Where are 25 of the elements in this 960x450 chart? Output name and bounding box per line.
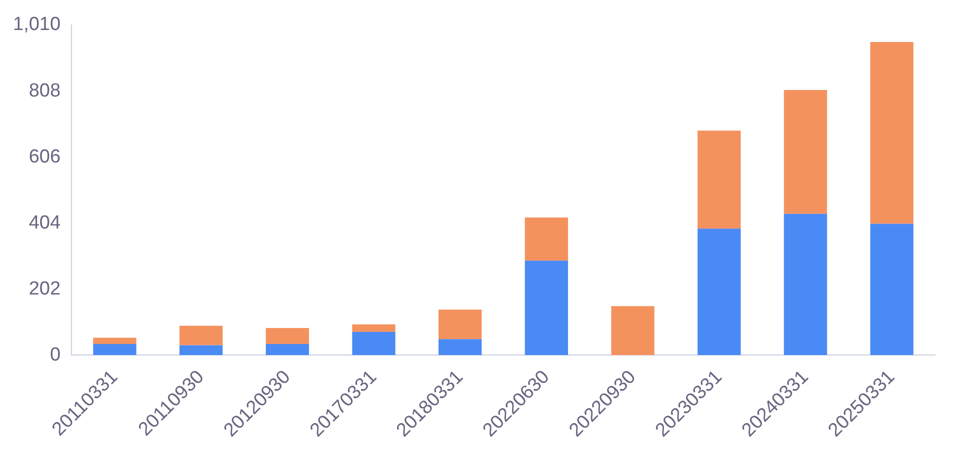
y-tick-label: 808: [28, 80, 61, 102]
bar: [93, 344, 136, 356]
bar: [438, 339, 482, 356]
bar: [438, 310, 482, 340]
bar: [524, 218, 568, 261]
y-tick-label: 0: [50, 344, 61, 366]
y-tick-label: 404: [28, 212, 61, 234]
bar: [266, 328, 309, 344]
y-tick-label: 606: [28, 146, 61, 168]
bar: [698, 130, 741, 229]
y-tick-label: 202: [28, 278, 61, 300]
bar: [266, 344, 309, 356]
bar: [352, 324, 396, 332]
bar: [179, 326, 223, 346]
bar: [524, 260, 568, 356]
bar: [93, 338, 136, 344]
bar: [870, 224, 914, 356]
bar: [611, 306, 654, 356]
bar: [179, 345, 223, 356]
bar: [784, 214, 828, 356]
bar: [784, 90, 828, 214]
bar: [352, 332, 396, 356]
bar: [870, 42, 914, 224]
bar: [698, 228, 741, 356]
y-tick-label: 1,010: [13, 14, 61, 36]
